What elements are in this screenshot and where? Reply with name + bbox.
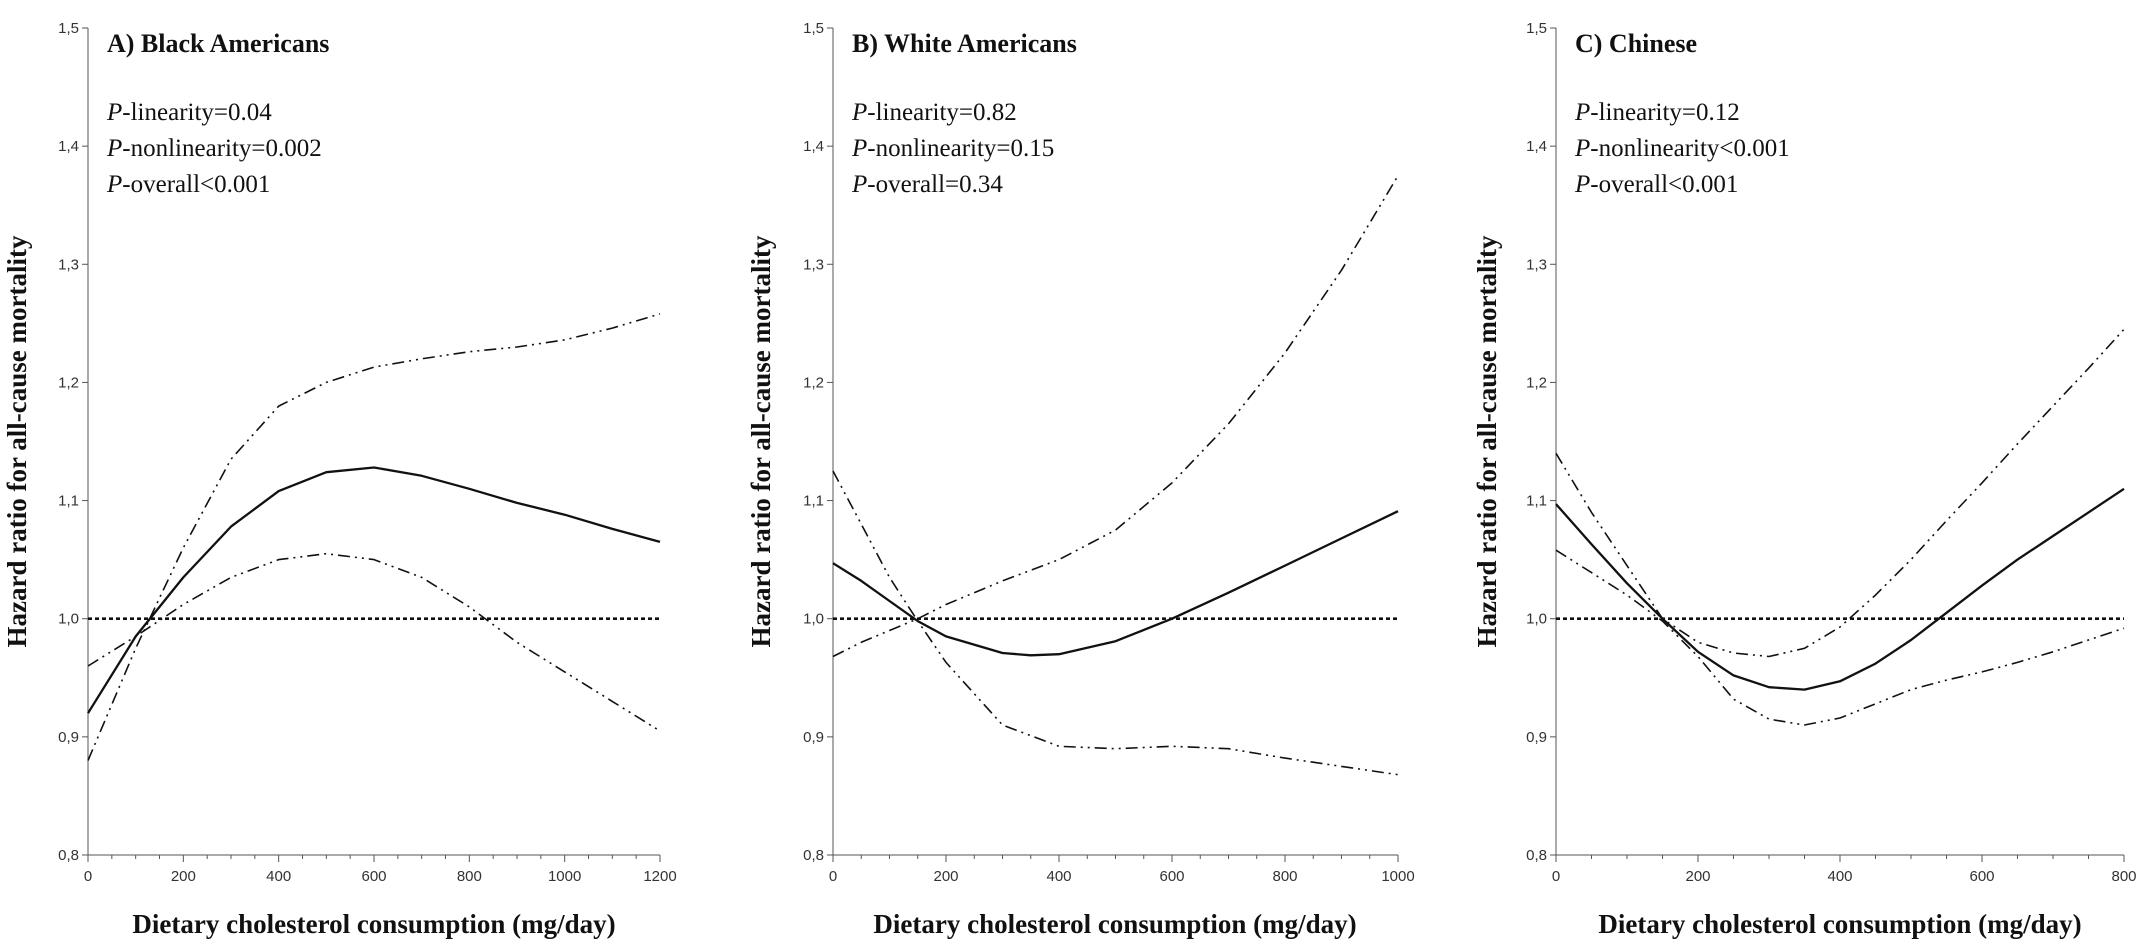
p-value-text: -nonlinearity<0.001 (1590, 135, 1789, 162)
y-axis-title: Hazard ratio for all-cause mortality (2, 235, 32, 647)
p-value-annotation: P-linearity=0.04 (106, 99, 272, 126)
p-symbol: P (851, 135, 867, 162)
p-value-text: -overall<0.001 (122, 171, 270, 198)
p-symbol: P (851, 99, 867, 126)
p-value-annotation: P-overall=0.34 (851, 171, 1003, 198)
p-symbol: P (851, 171, 867, 198)
y-tick-label: 0,9 (58, 729, 79, 746)
x-tick-label: 600 (361, 868, 386, 885)
panel-title: C) Chinese (1575, 29, 1697, 58)
x-axis-title: Dietary cholesterol consumption (mg/day) (873, 909, 1356, 939)
y-tick-label: 1,2 (1526, 374, 1547, 391)
x-tick-label: 600 (1969, 868, 1994, 885)
y-tick-label: 1,0 (1526, 611, 1547, 628)
confidence-bound-line (832, 470, 1399, 776)
y-tick-label: 1,3 (1526, 256, 1547, 273)
x-tick-label: 0 (829, 868, 837, 885)
p-value-text: -linearity=0.04 (122, 99, 272, 126)
y-tick-label: 1,4 (58, 138, 79, 155)
x-tick-label: 400 (1046, 868, 1071, 885)
x-tick-label: 400 (1827, 868, 1852, 885)
y-tick-label: 0,8 (1526, 847, 1547, 864)
x-tick-label: 0 (1552, 868, 1560, 885)
x-tick-label: 1000 (548, 868, 581, 885)
p-value-annotation: P-linearity=0.82 (851, 99, 1017, 126)
x-tick-label: 0 (84, 868, 92, 885)
p-symbol: P (1574, 99, 1590, 126)
confidence-bound-line (87, 313, 661, 761)
y-tick-label: 1,2 (58, 374, 79, 391)
p-symbol: P (1574, 171, 1590, 198)
p-value-text: -linearity=0.82 (867, 99, 1016, 126)
y-tick-label: 1,4 (1526, 138, 1547, 155)
p-value-text: -overall<0.001 (1590, 171, 1738, 198)
p-symbol: P (106, 135, 122, 162)
panel-2: 0,8 0,9 1,0 1,1 1,2 1,3 1,4 1,5 0 200 400 600 800 100… (746, 20, 1415, 939)
p-value-text: -nonlinearity=0.002 (122, 135, 321, 162)
point-estimate-line (87, 466, 661, 714)
y-tick-label: 1,0 (58, 611, 79, 628)
y-tick-label: 1,0 (803, 611, 824, 628)
y-axis-title: Hazard ratio for all-cause mortality (746, 235, 776, 647)
x-tick-label: 1200 (643, 868, 676, 885)
point-estimate-line (1555, 487, 2125, 691)
point-estimate-line (832, 510, 1399, 657)
p-value-annotation: P-nonlinearity=0.15 (851, 135, 1054, 162)
confidence-bound-line (1555, 549, 2125, 726)
p-value-text: -linearity=0.12 (1590, 99, 1739, 126)
y-tick-label: 0,9 (803, 729, 824, 746)
panel-title: A) Black Americans (107, 29, 329, 58)
panel-3: 0,8 0,9 1,0 1,1 1,2 1,3 1,4 1,5 0 200 400 600 800 C) … (1472, 20, 2137, 939)
x-tick-label: 600 (1159, 868, 1184, 885)
confidence-bound-line (87, 552, 661, 732)
y-axis-title: Hazard ratio for all-cause mortality (1472, 235, 1502, 647)
p-value-annotation: P-linearity=0.12 (1574, 99, 1740, 126)
panel-1: 0,8 0,9 1,0 1,1 1,2 1,3 1,4 1,5 0 200 400 600 800 100… (2, 20, 677, 939)
y-tick-label: 1,1 (58, 493, 79, 510)
p-value-annotation: P-nonlinearity<0.001 (1574, 135, 1790, 162)
confidence-bound-line (832, 175, 1399, 658)
y-tick-label: 1,1 (1526, 493, 1547, 510)
x-axis-title: Dietary cholesterol consumption (mg/day) (132, 909, 615, 939)
p-symbol: P (106, 171, 122, 198)
x-tick-label: 200 (933, 868, 958, 885)
y-tick-label: 1,1 (803, 493, 824, 510)
y-tick-label: 1,5 (58, 20, 79, 37)
y-tick-label: 1,4 (803, 138, 824, 155)
x-tick-label: 200 (171, 868, 196, 885)
x-axis-title: Dietary cholesterol consumption (mg/day) (1598, 909, 2081, 939)
p-value-annotation: P-nonlinearity=0.002 (106, 135, 322, 162)
x-tick-label: 200 (1685, 868, 1710, 885)
panel-title: B) White Americans (852, 29, 1077, 58)
x-tick-label: 1000 (1381, 868, 1414, 885)
confidence-bound-line (1555, 328, 2125, 658)
y-tick-label: 0,8 (803, 847, 824, 864)
y-tick-label: 1,3 (803, 256, 824, 273)
x-tick-label: 800 (2111, 868, 2136, 885)
y-tick-label: 1,5 (803, 20, 824, 37)
y-tick-label: 1,2 (803, 374, 824, 391)
y-tick-label: 1,3 (58, 256, 79, 273)
p-value-text: -overall=0.34 (867, 171, 1003, 198)
y-tick-label: 0,9 (1526, 729, 1547, 746)
p-value-annotation: P-overall<0.001 (1574, 171, 1738, 198)
y-tick-label: 0,8 (58, 847, 79, 864)
p-symbol: P (106, 99, 122, 126)
x-tick-label: 800 (457, 868, 482, 885)
p-value-annotation: P-overall<0.001 (106, 171, 270, 198)
y-tick-label: 1,5 (1526, 20, 1547, 37)
p-symbol: P (1574, 135, 1590, 162)
x-tick-label: 400 (266, 868, 291, 885)
x-tick-label: 800 (1272, 868, 1297, 885)
p-value-text: -nonlinearity=0.15 (867, 135, 1054, 162)
